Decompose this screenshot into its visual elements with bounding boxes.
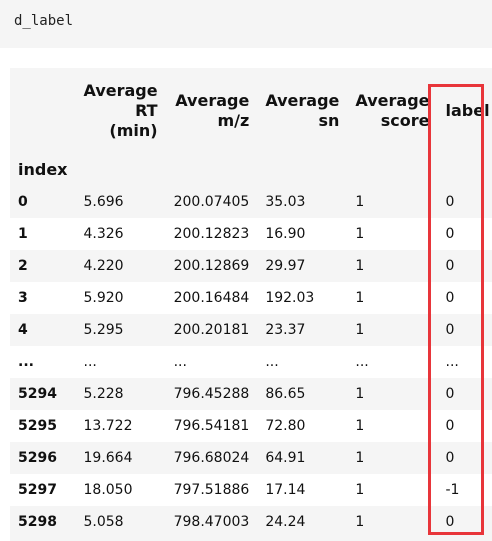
table-cell: 35.03 <box>265 194 306 210</box>
row-index: 5296 <box>18 450 57 466</box>
table-cell: 797.51886 <box>173 482 250 498</box>
table-cell: 0 <box>445 386 455 402</box>
table-cell: 29.97 <box>265 258 306 274</box>
table-row: 5295 13.722 796.54181 72.80 1 0 <box>10 410 492 442</box>
table-cell: 4.220 <box>83 258 124 274</box>
table-cell: 1 <box>355 418 365 434</box>
table-cell: ... <box>83 354 97 370</box>
table-cell: 0 <box>445 258 455 274</box>
row-index: 2 <box>18 258 28 274</box>
table-cell: -1 <box>445 482 460 498</box>
index-name-row: index <box>10 154 492 186</box>
table-row: 3 5.920 200.16484 192.03 1 0 <box>10 282 492 314</box>
table-row: 4 5.295 200.20181 23.37 1 0 <box>10 314 492 346</box>
table-cell: 0 <box>445 194 455 210</box>
table-cell: 1 <box>355 482 365 498</box>
output-area: Average RT (min) Average m/z Average sn Aver… <box>10 68 492 541</box>
table-row: 5298 5.058 798.47003 24.24 1 0 <box>10 506 492 538</box>
table-cell: 1 <box>355 386 365 402</box>
table-cell: 796.68024 <box>173 450 250 466</box>
table-row: 1 4.326 200.12823 16.90 1 0 <box>10 218 492 250</box>
table-cell: 23.37 <box>265 322 306 338</box>
header-label: label <box>437 68 492 154</box>
header-corner <box>10 68 76 154</box>
table-cell: 5.295 <box>83 322 124 338</box>
table-cell: 1 <box>355 290 365 306</box>
code-text: d_label <box>14 13 74 29</box>
dataframe-table: Average RT (min) Average m/z Average sn Aver… <box>10 68 492 538</box>
header-average-rt: Average RT (min) <box>75 68 166 154</box>
table-cell: 200.20181 <box>173 322 250 338</box>
table-cell: 1 <box>355 514 365 530</box>
row-index: 5295 <box>18 418 57 434</box>
table-cell: 5.228 <box>83 386 124 402</box>
table-cell: ... <box>265 354 279 370</box>
row-index: 5297 <box>18 482 57 498</box>
code-cell[interactable]: d_label <box>0 0 492 48</box>
row-index: ... <box>18 354 34 370</box>
table-row: 0 5.696 200.07405 35.03 1 0 <box>10 186 492 218</box>
table-row: 5296 19.664 796.68024 64.91 1 0 <box>10 442 492 474</box>
table-row: 5294 5.228 796.45288 86.65 1 0 <box>10 378 492 410</box>
table-cell: 1 <box>355 226 365 242</box>
row-index: 0 <box>18 194 28 210</box>
row-index: 5294 <box>18 386 57 402</box>
row-index: 1 <box>18 226 28 242</box>
table-cell: 192.03 <box>265 290 315 306</box>
table-cell: 5.058 <box>83 514 124 530</box>
table-cell: 1 <box>355 258 365 274</box>
table-row: 5297 18.050 797.51886 17.14 1 -1 <box>10 474 492 506</box>
table-cell: 5.920 <box>83 290 124 306</box>
table-row: .................. <box>10 346 492 378</box>
row-index: 3 <box>18 290 28 306</box>
table-cell: ... <box>173 354 187 370</box>
table-cell: 796.45288 <box>173 386 250 402</box>
table-cell: 796.54181 <box>173 418 250 434</box>
table-cell: 17.14 <box>265 482 306 498</box>
table-cell: 1 <box>355 194 365 210</box>
header-average-score: Average score <box>347 68 438 154</box>
table-cell: 86.65 <box>265 386 306 402</box>
table-cell: 798.47003 <box>173 514 250 530</box>
table-cell: 0 <box>445 418 455 434</box>
header-average-mz: Average m/z <box>165 68 258 154</box>
table-cell: 200.12823 <box>173 226 250 242</box>
table-cell: 18.050 <box>83 482 133 498</box>
table-cell: 64.91 <box>265 450 306 466</box>
table-cell: 16.90 <box>265 226 306 242</box>
index-name: index <box>10 154 76 186</box>
table-cell: 1 <box>355 322 365 338</box>
table-cell: 5.696 <box>83 194 124 210</box>
table-cell: 0 <box>445 290 455 306</box>
table-cell: 4.326 <box>83 226 124 242</box>
table-cell: ... <box>355 354 369 370</box>
row-index: 5298 <box>18 514 57 530</box>
table-cell: 24.24 <box>265 514 306 530</box>
table-cell: 200.16484 <box>173 290 250 306</box>
table-cell: 0 <box>445 514 455 530</box>
table-cell: 19.664 <box>83 450 133 466</box>
table-cell: 1 <box>355 450 365 466</box>
table-cell: 0 <box>445 226 455 242</box>
header-average-sn: Average sn <box>257 68 348 154</box>
row-index: 4 <box>18 322 28 338</box>
table-cell: 200.07405 <box>173 194 250 210</box>
table-cell: 0 <box>445 450 455 466</box>
table-cell: ... <box>445 354 459 370</box>
table-row: 2 4.220 200.12869 29.97 1 0 <box>10 250 492 282</box>
table-cell: 0 <box>445 322 455 338</box>
table-cell: 200.12869 <box>173 258 250 274</box>
table-cell: 72.80 <box>265 418 306 434</box>
header-row: Average RT (min) Average m/z Average sn Aver… <box>10 68 492 154</box>
table-cell: 13.722 <box>83 418 133 434</box>
